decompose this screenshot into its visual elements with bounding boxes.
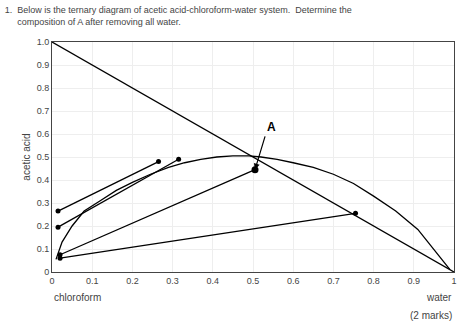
svg-text:A: A bbox=[267, 120, 276, 134]
svg-text:0.7: 0.7 bbox=[37, 106, 50, 116]
svg-text:0.4: 0.4 bbox=[207, 276, 220, 286]
svg-text:1.0: 1.0 bbox=[37, 37, 50, 47]
svg-text:0.8: 0.8 bbox=[367, 276, 380, 286]
svg-text:0: 0 bbox=[44, 267, 49, 277]
svg-text:0.1: 0.1 bbox=[86, 276, 99, 286]
svg-text:0.5: 0.5 bbox=[37, 152, 50, 162]
svg-text:0.1: 0.1 bbox=[37, 244, 50, 254]
svg-text:0.3: 0.3 bbox=[166, 276, 179, 286]
svg-text:0.6: 0.6 bbox=[37, 129, 50, 139]
svg-text:0.9: 0.9 bbox=[408, 276, 421, 286]
svg-text:0.2: 0.2 bbox=[37, 221, 50, 231]
svg-text:1. Below is the ternary diagr: 1. Below is the ternary diagram of aceti… bbox=[5, 5, 352, 27]
svg-text:acetic acid: acetic acid bbox=[21, 133, 32, 180]
svg-text:(2 marks): (2 marks) bbox=[410, 310, 452, 321]
svg-text:0.9: 0.9 bbox=[37, 60, 50, 70]
svg-text:0.8: 0.8 bbox=[37, 83, 50, 93]
svg-text:water: water bbox=[426, 292, 452, 303]
svg-text:0.5: 0.5 bbox=[247, 276, 260, 286]
svg-text:0.7: 0.7 bbox=[327, 276, 340, 286]
svg-text:0: 0 bbox=[49, 276, 54, 286]
svg-text:0.2: 0.2 bbox=[126, 276, 139, 286]
svg-text:0.6: 0.6 bbox=[287, 276, 300, 286]
svg-text:0.3: 0.3 bbox=[37, 198, 50, 208]
svg-text:0.4: 0.4 bbox=[37, 175, 50, 185]
svg-text:1: 1 bbox=[451, 276, 456, 286]
svg-text:chloroform: chloroform bbox=[54, 292, 101, 303]
